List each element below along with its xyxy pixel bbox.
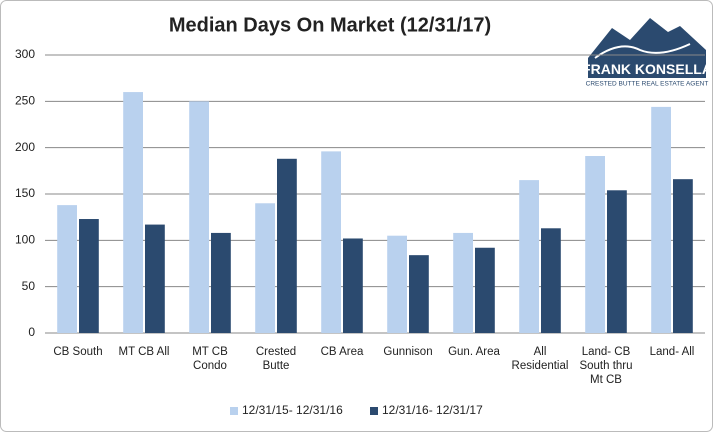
bar xyxy=(673,179,693,333)
y-tick-label: 50 xyxy=(22,279,36,293)
x-tick-label: MT CB All xyxy=(118,346,170,358)
x-tick-label: CB Area xyxy=(320,346,364,358)
bar xyxy=(123,92,143,333)
legend-label: 12/31/15- 12/31/16 xyxy=(242,403,343,417)
logo: FRANK KONSELLA CRESTED BUTTE REAL ESTATE… xyxy=(582,18,712,88)
logo-mountain xyxy=(588,18,706,62)
bar xyxy=(541,228,561,333)
bar xyxy=(145,224,165,333)
bar xyxy=(607,190,627,333)
bar xyxy=(475,247,495,333)
x-tick-label: Gunnison xyxy=(383,346,433,358)
y-tick-label: 100 xyxy=(15,233,35,247)
y-tick-label: 250 xyxy=(15,94,35,108)
x-tick-label: Land- CB South thru Mt CB xyxy=(579,346,633,386)
bar xyxy=(519,180,539,333)
x-tick-label: MT CB Condo xyxy=(192,346,228,372)
y-tick-label: 150 xyxy=(15,186,35,200)
bar xyxy=(651,106,671,333)
y-tick-label: 0 xyxy=(28,325,35,339)
bar xyxy=(387,235,407,333)
bar xyxy=(211,232,231,333)
logo-name: FRANK KONSELLA xyxy=(582,61,712,77)
bar xyxy=(321,151,341,333)
bar xyxy=(277,158,297,333)
bar xyxy=(585,156,605,333)
logo-road xyxy=(594,43,691,59)
legend-label: 12/31/16- 12/31/17 xyxy=(382,403,483,417)
bar xyxy=(189,101,209,333)
bar xyxy=(255,203,275,333)
y-tick-label: 300 xyxy=(15,47,35,61)
x-tick-label: All Residential xyxy=(511,346,569,372)
logo-tagline: CRESTED BUTTE REAL ESTATE AGENT xyxy=(586,81,709,88)
logo-band xyxy=(588,62,706,78)
bar xyxy=(57,205,77,333)
legend-swatch xyxy=(230,407,238,415)
x-tick-label: Gun. Area xyxy=(448,346,500,358)
x-tick-label: Land- All xyxy=(649,346,695,358)
chart-title: Median Days On Market (12/31/17) xyxy=(169,14,491,36)
y-tick-label: 200 xyxy=(15,140,35,154)
legend-swatch xyxy=(370,407,378,415)
bar xyxy=(79,219,99,333)
bar xyxy=(343,238,363,333)
bar xyxy=(453,232,473,333)
bar xyxy=(409,255,429,333)
x-tick-label: Crested Butte xyxy=(255,346,297,372)
x-tick-label: CB South xyxy=(53,346,103,358)
